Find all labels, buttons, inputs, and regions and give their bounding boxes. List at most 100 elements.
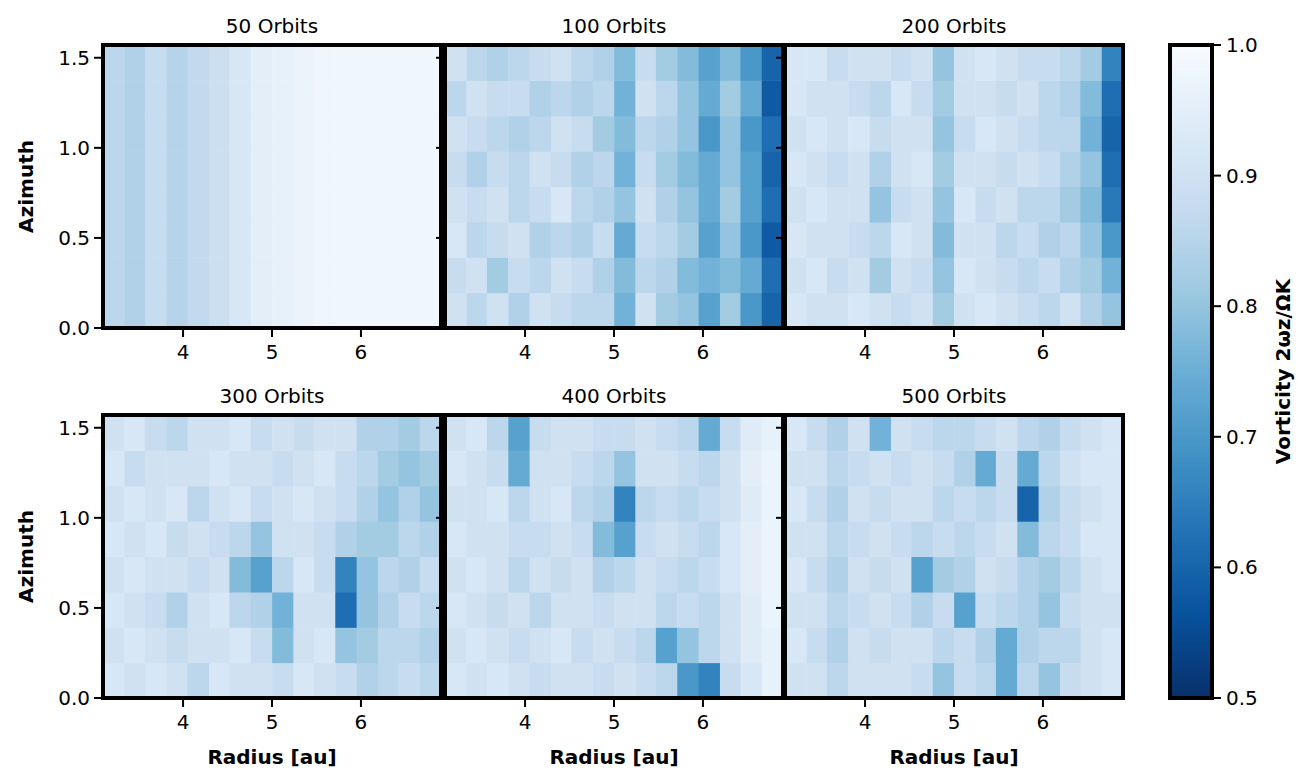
cell [378, 415, 400, 451]
y-tick-label: 0.5 [58, 226, 90, 250]
cell [251, 415, 273, 451]
cell [806, 151, 828, 187]
cell [656, 116, 678, 152]
cell [614, 450, 636, 486]
cell [378, 222, 400, 258]
cell [314, 293, 336, 328]
cell [571, 557, 593, 593]
cell [103, 222, 125, 258]
cell [145, 663, 167, 698]
cell [762, 222, 783, 258]
cell [445, 415, 467, 451]
cell [466, 151, 488, 187]
cell [1060, 222, 1082, 258]
frame [445, 415, 783, 698]
cell [785, 486, 807, 522]
cell [740, 151, 762, 187]
cell [357, 257, 379, 293]
cell [103, 151, 125, 187]
cell [996, 486, 1018, 522]
cell [466, 486, 488, 522]
cell [870, 151, 892, 187]
cell [614, 663, 636, 698]
cell [1102, 557, 1123, 593]
cell [314, 415, 336, 451]
cell [293, 450, 315, 486]
cell [996, 557, 1018, 593]
cell [1017, 151, 1039, 187]
cell [378, 257, 400, 293]
cell [1017, 557, 1039, 593]
cell [870, 45, 892, 81]
cell [272, 80, 294, 116]
cell [188, 557, 210, 593]
cell [398, 450, 420, 486]
cell [1060, 627, 1082, 663]
cell [677, 592, 699, 628]
cell [466, 450, 488, 486]
cell [335, 45, 357, 81]
cell [699, 222, 721, 258]
cell [571, 45, 593, 81]
cell [209, 293, 231, 328]
cell [420, 45, 441, 81]
cell [1039, 557, 1061, 593]
cell [806, 592, 828, 628]
cell [398, 257, 420, 293]
cell [445, 557, 467, 593]
frame [785, 415, 1123, 698]
cell [445, 486, 467, 522]
cell [487, 151, 509, 187]
cell [954, 450, 976, 486]
cell [720, 663, 742, 698]
cell [508, 45, 530, 81]
cell [551, 116, 573, 152]
cell [166, 187, 188, 223]
cell [145, 450, 167, 486]
cell [762, 116, 783, 152]
cell [954, 486, 976, 522]
cell [293, 415, 315, 451]
cell [891, 257, 913, 293]
cell [1060, 293, 1082, 328]
y-tick-label: 1.5 [58, 416, 90, 440]
cell [251, 450, 273, 486]
cell [508, 222, 530, 258]
cells [785, 415, 1123, 698]
cell [593, 627, 615, 663]
cell [677, 257, 699, 293]
cell [314, 521, 336, 557]
y-tick [94, 697, 101, 699]
cell [378, 293, 400, 328]
cell [251, 627, 273, 663]
cell [466, 257, 488, 293]
cell [530, 45, 552, 81]
x-tick [864, 330, 866, 337]
cell [614, 557, 636, 593]
cell [762, 415, 783, 451]
cell [848, 557, 870, 593]
cell [785, 80, 807, 116]
cell [445, 450, 467, 486]
cell [762, 257, 783, 293]
cell [420, 116, 441, 152]
cell [209, 521, 231, 557]
cell [551, 521, 573, 557]
x-axis-title: Radius [au] [889, 745, 1018, 769]
cell [1017, 257, 1039, 293]
cell [466, 80, 488, 116]
cell [656, 45, 678, 81]
cell [635, 486, 657, 522]
cell [145, 415, 167, 451]
x-axis-title: Radius [au] [549, 745, 678, 769]
cell [335, 116, 357, 152]
cell [614, 187, 636, 223]
cell [571, 257, 593, 293]
cell [1017, 663, 1039, 698]
y-tick [436, 607, 443, 609]
cell [487, 45, 509, 81]
cell [933, 415, 955, 451]
x-tick-label: 6 [355, 340, 368, 364]
cell [975, 45, 997, 81]
cell [996, 415, 1018, 451]
